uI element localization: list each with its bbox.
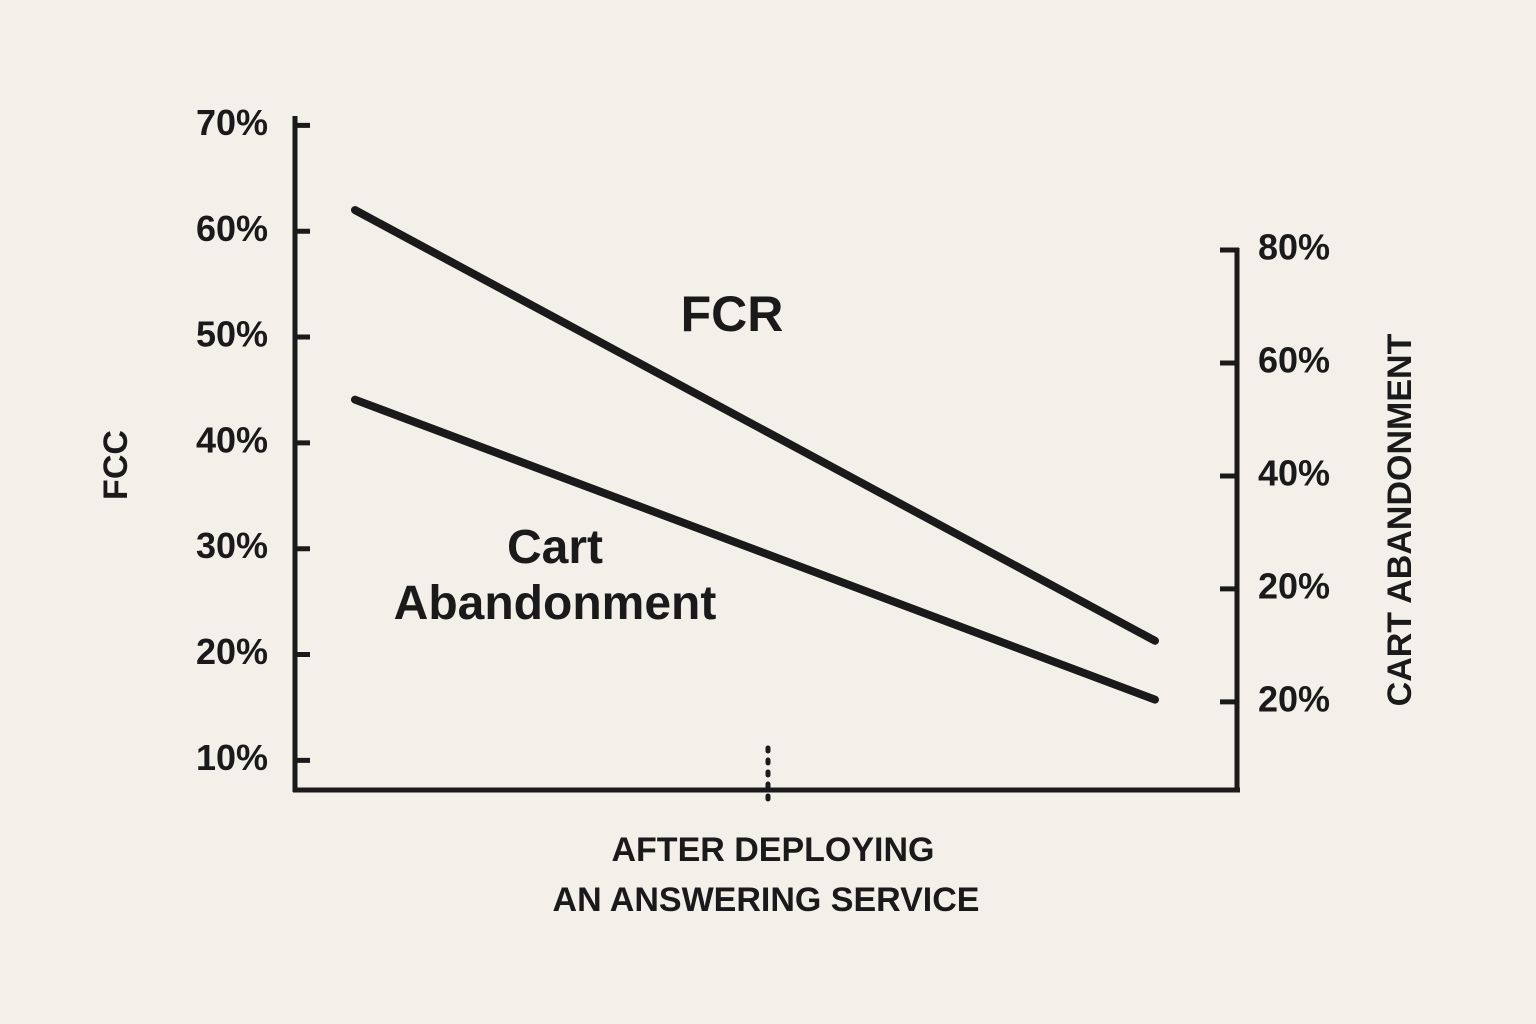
x-axis-label: AN ANSWERING SERVICE [553, 881, 980, 919]
y2-tick-label: 60% [1258, 339, 1330, 380]
y2-tick-label: 20% [1258, 678, 1330, 719]
y2-tick-label: 20% [1258, 565, 1330, 606]
y-tick-label: 20% [196, 631, 268, 672]
series-label: FCR [680, 286, 784, 342]
y-tick-label: 70% [196, 102, 268, 143]
y-tick-label: 10% [196, 737, 268, 778]
series-line [351, 395, 1159, 704]
y2-tick-label: 40% [1258, 452, 1330, 493]
x-axis-label: AFTER DEPLOYING [611, 831, 934, 869]
y-tick-label: 60% [196, 208, 268, 249]
y2-axis-label: CART ABANDONMENT [1381, 333, 1419, 706]
y-tick-label: 50% [196, 314, 268, 355]
y-tick-label: 40% [196, 419, 268, 460]
series-label: Cart Abandonment [393, 521, 717, 630]
series-line [351, 206, 1159, 645]
y-tick-label: 30% [196, 525, 268, 566]
y-axis-label: FCC [97, 430, 135, 500]
y2-tick-label: 80% [1258, 227, 1330, 268]
